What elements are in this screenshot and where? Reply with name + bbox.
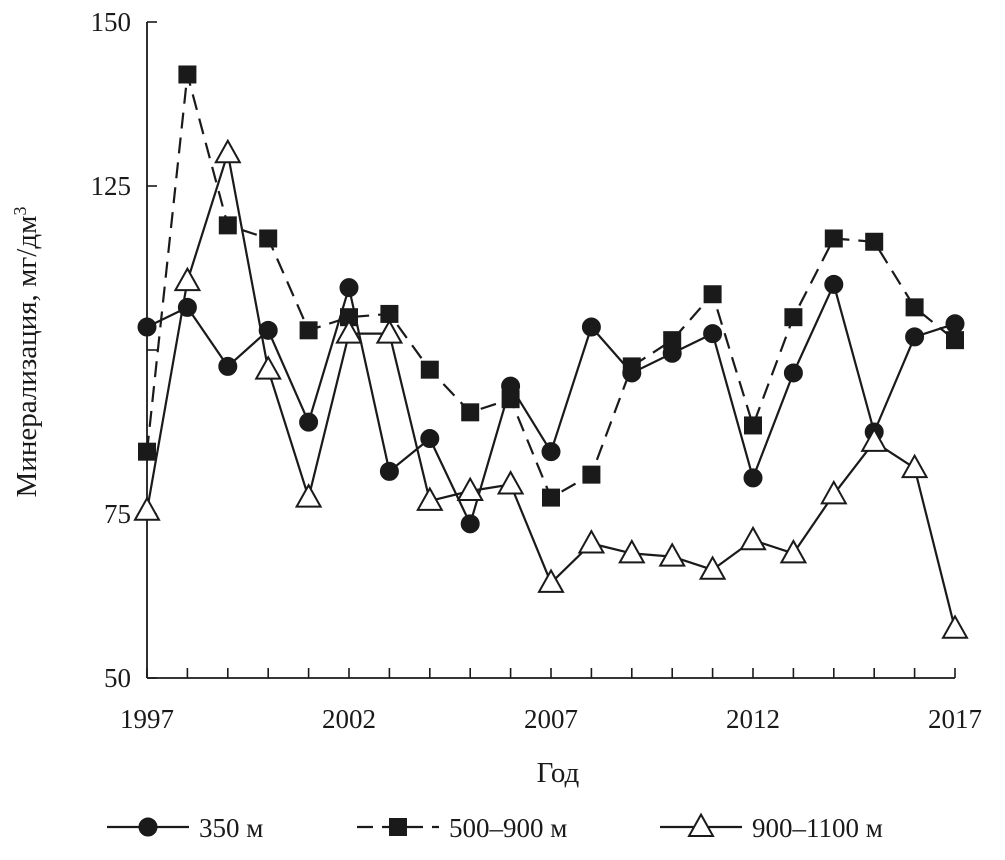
- series-lines: [145, 73, 957, 630]
- x-tick-label: 2002: [322, 704, 376, 734]
- data-point-triangle: [618, 538, 646, 564]
- data-point-circle: [218, 356, 238, 376]
- data-point-circle: [905, 327, 925, 347]
- axes: 50 75 125 150 1997 2002 2007 2012 2017: [91, 7, 983, 734]
- data-point-square: [905, 298, 924, 317]
- data-point-circle: [339, 278, 359, 298]
- data-point-square: [542, 488, 560, 507]
- data-point-triangle: [214, 138, 242, 164]
- data-point-circle: [783, 363, 803, 383]
- series-markers: [133, 65, 969, 639]
- y-tick-label: 125: [91, 171, 132, 201]
- data-point-square: [218, 216, 237, 235]
- data-point-square: [461, 403, 480, 422]
- data-point-square: [663, 331, 682, 350]
- data-point-circle: [743, 468, 763, 488]
- data-point-triangle: [739, 525, 767, 551]
- y-tick-label: 75: [104, 499, 131, 529]
- legend: 350 м 500–900 м 900–1100 м: [107, 812, 883, 843]
- data-point-square: [380, 304, 399, 323]
- data-point-square: [622, 357, 641, 376]
- data-point-triangle: [658, 542, 686, 567]
- data-point-triangle: [820, 479, 848, 505]
- data-point-square: [582, 465, 601, 484]
- y-tick-label: 50: [104, 663, 131, 693]
- data-point-square: [865, 232, 884, 251]
- data-point-triangle: [294, 483, 323, 508]
- data-point-square: [703, 285, 722, 304]
- data-point-circle: [581, 317, 601, 337]
- data-point-square: [138, 442, 156, 461]
- x-tick-label: 2012: [726, 704, 780, 734]
- y-axis-title-superscript: 3: [10, 207, 30, 216]
- data-point-triangle: [173, 266, 202, 292]
- y-axis-title: Минерализация, мг/дм3: [10, 207, 43, 498]
- data-point-triangle: [860, 427, 888, 452]
- data-point-triangle: [577, 529, 606, 554]
- data-point-square: [299, 321, 318, 340]
- x-axis-title: Год: [537, 757, 580, 789]
- data-point-circle: [541, 442, 561, 462]
- data-point-square: [946, 331, 964, 350]
- data-point-circle: [460, 514, 480, 534]
- legend-label: 500–900 м: [449, 813, 567, 843]
- data-point-square: [744, 416, 762, 435]
- legend-marker-triangle: [687, 812, 715, 837]
- data-point-square: [178, 65, 197, 84]
- y-axis-title-text: Минерализация, мг/дм: [11, 216, 43, 498]
- data-point-triangle: [941, 614, 969, 639]
- legend-label: 350 м: [199, 813, 263, 843]
- x-tick-label: 2007: [524, 704, 578, 734]
- x-tick-label: 1997: [120, 704, 174, 734]
- data-point-square: [501, 390, 520, 409]
- data-point-triangle: [779, 538, 808, 564]
- data-point-triangle: [537, 568, 565, 593]
- data-point-circle: [177, 297, 197, 317]
- series-line-3: [145, 152, 957, 630]
- data-point-circle: [703, 324, 723, 344]
- data-point-triangle: [254, 355, 282, 380]
- data-point-triangle: [335, 319, 363, 344]
- data-point-triangle: [456, 476, 484, 502]
- data-point-circle: [258, 320, 278, 340]
- data-point-circle: [824, 274, 844, 294]
- legend-label: 900–1100 м: [752, 813, 883, 843]
- data-point-square: [340, 308, 358, 327]
- data-point-triangle: [496, 470, 525, 495]
- data-point-circle: [137, 317, 157, 337]
- legend-marker-square: [389, 818, 407, 836]
- data-point-triangle: [698, 555, 727, 580]
- data-point-square: [259, 229, 278, 248]
- data-point-triangle: [375, 319, 404, 344]
- data-point-triangle: [900, 453, 929, 479]
- data-point-circle: [945, 314, 965, 334]
- legend-marker-circle: [138, 817, 158, 837]
- y-tick-label: 150: [91, 7, 132, 37]
- data-point-circle: [420, 429, 440, 449]
- data-point-square: [420, 360, 439, 379]
- data-point-triangle: [416, 486, 444, 511]
- data-point-square: [784, 308, 803, 327]
- data-point-circle: [379, 461, 399, 481]
- data-point-circle: [299, 412, 319, 432]
- data-point-square: [824, 229, 843, 248]
- x-tick-label: 2017: [928, 704, 982, 734]
- data-point-triangle: [133, 496, 161, 521]
